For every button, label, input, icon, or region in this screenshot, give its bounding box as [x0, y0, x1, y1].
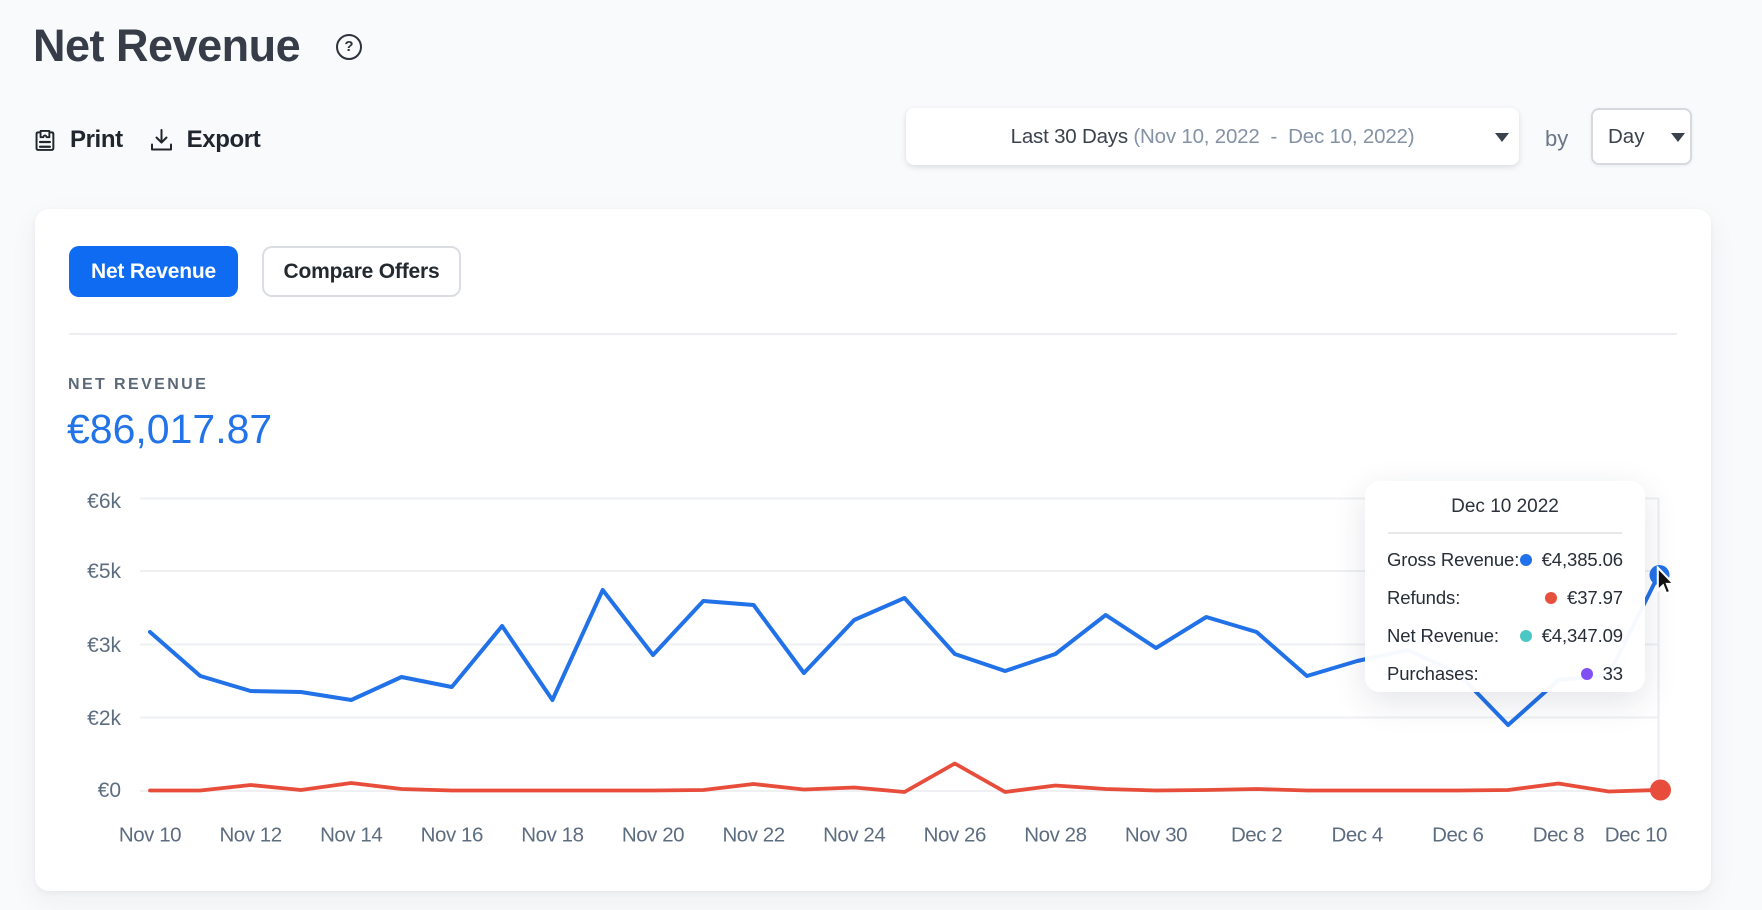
svg-text:€5k: €5k [87, 560, 121, 583]
svg-text:€3k: €3k [87, 634, 121, 657]
svg-text:Nov 18: Nov 18 [521, 824, 583, 847]
svg-text:Nov 26: Nov 26 [924, 824, 986, 847]
svg-text:Nov 22: Nov 22 [722, 824, 784, 847]
svg-text:€0: €0 [98, 779, 121, 802]
svg-text:Nov 24: Nov 24 [823, 824, 885, 847]
svg-text:Nov 16: Nov 16 [421, 824, 483, 847]
svg-text:Nov 30: Nov 30 [1125, 824, 1187, 847]
svg-text:€2k: €2k [87, 707, 121, 730]
svg-text:Nov 28: Nov 28 [1024, 824, 1086, 847]
svg-text:Nov 12: Nov 12 [219, 824, 281, 847]
svg-text:Dec 6: Dec 6 [1432, 824, 1483, 847]
svg-text:Dec 8: Dec 8 [1533, 824, 1584, 847]
svg-text:€6k: €6k [87, 490, 121, 513]
svg-text:Dec 4: Dec 4 [1332, 824, 1383, 847]
svg-text:Nov 20: Nov 20 [622, 824, 684, 847]
svg-text:Nov 10: Nov 10 [119, 824, 181, 847]
svg-text:Dec 10: Dec 10 [1605, 824, 1667, 847]
svg-text:Nov 14: Nov 14 [320, 824, 382, 847]
svg-text:Dec 2: Dec 2 [1231, 824, 1282, 847]
